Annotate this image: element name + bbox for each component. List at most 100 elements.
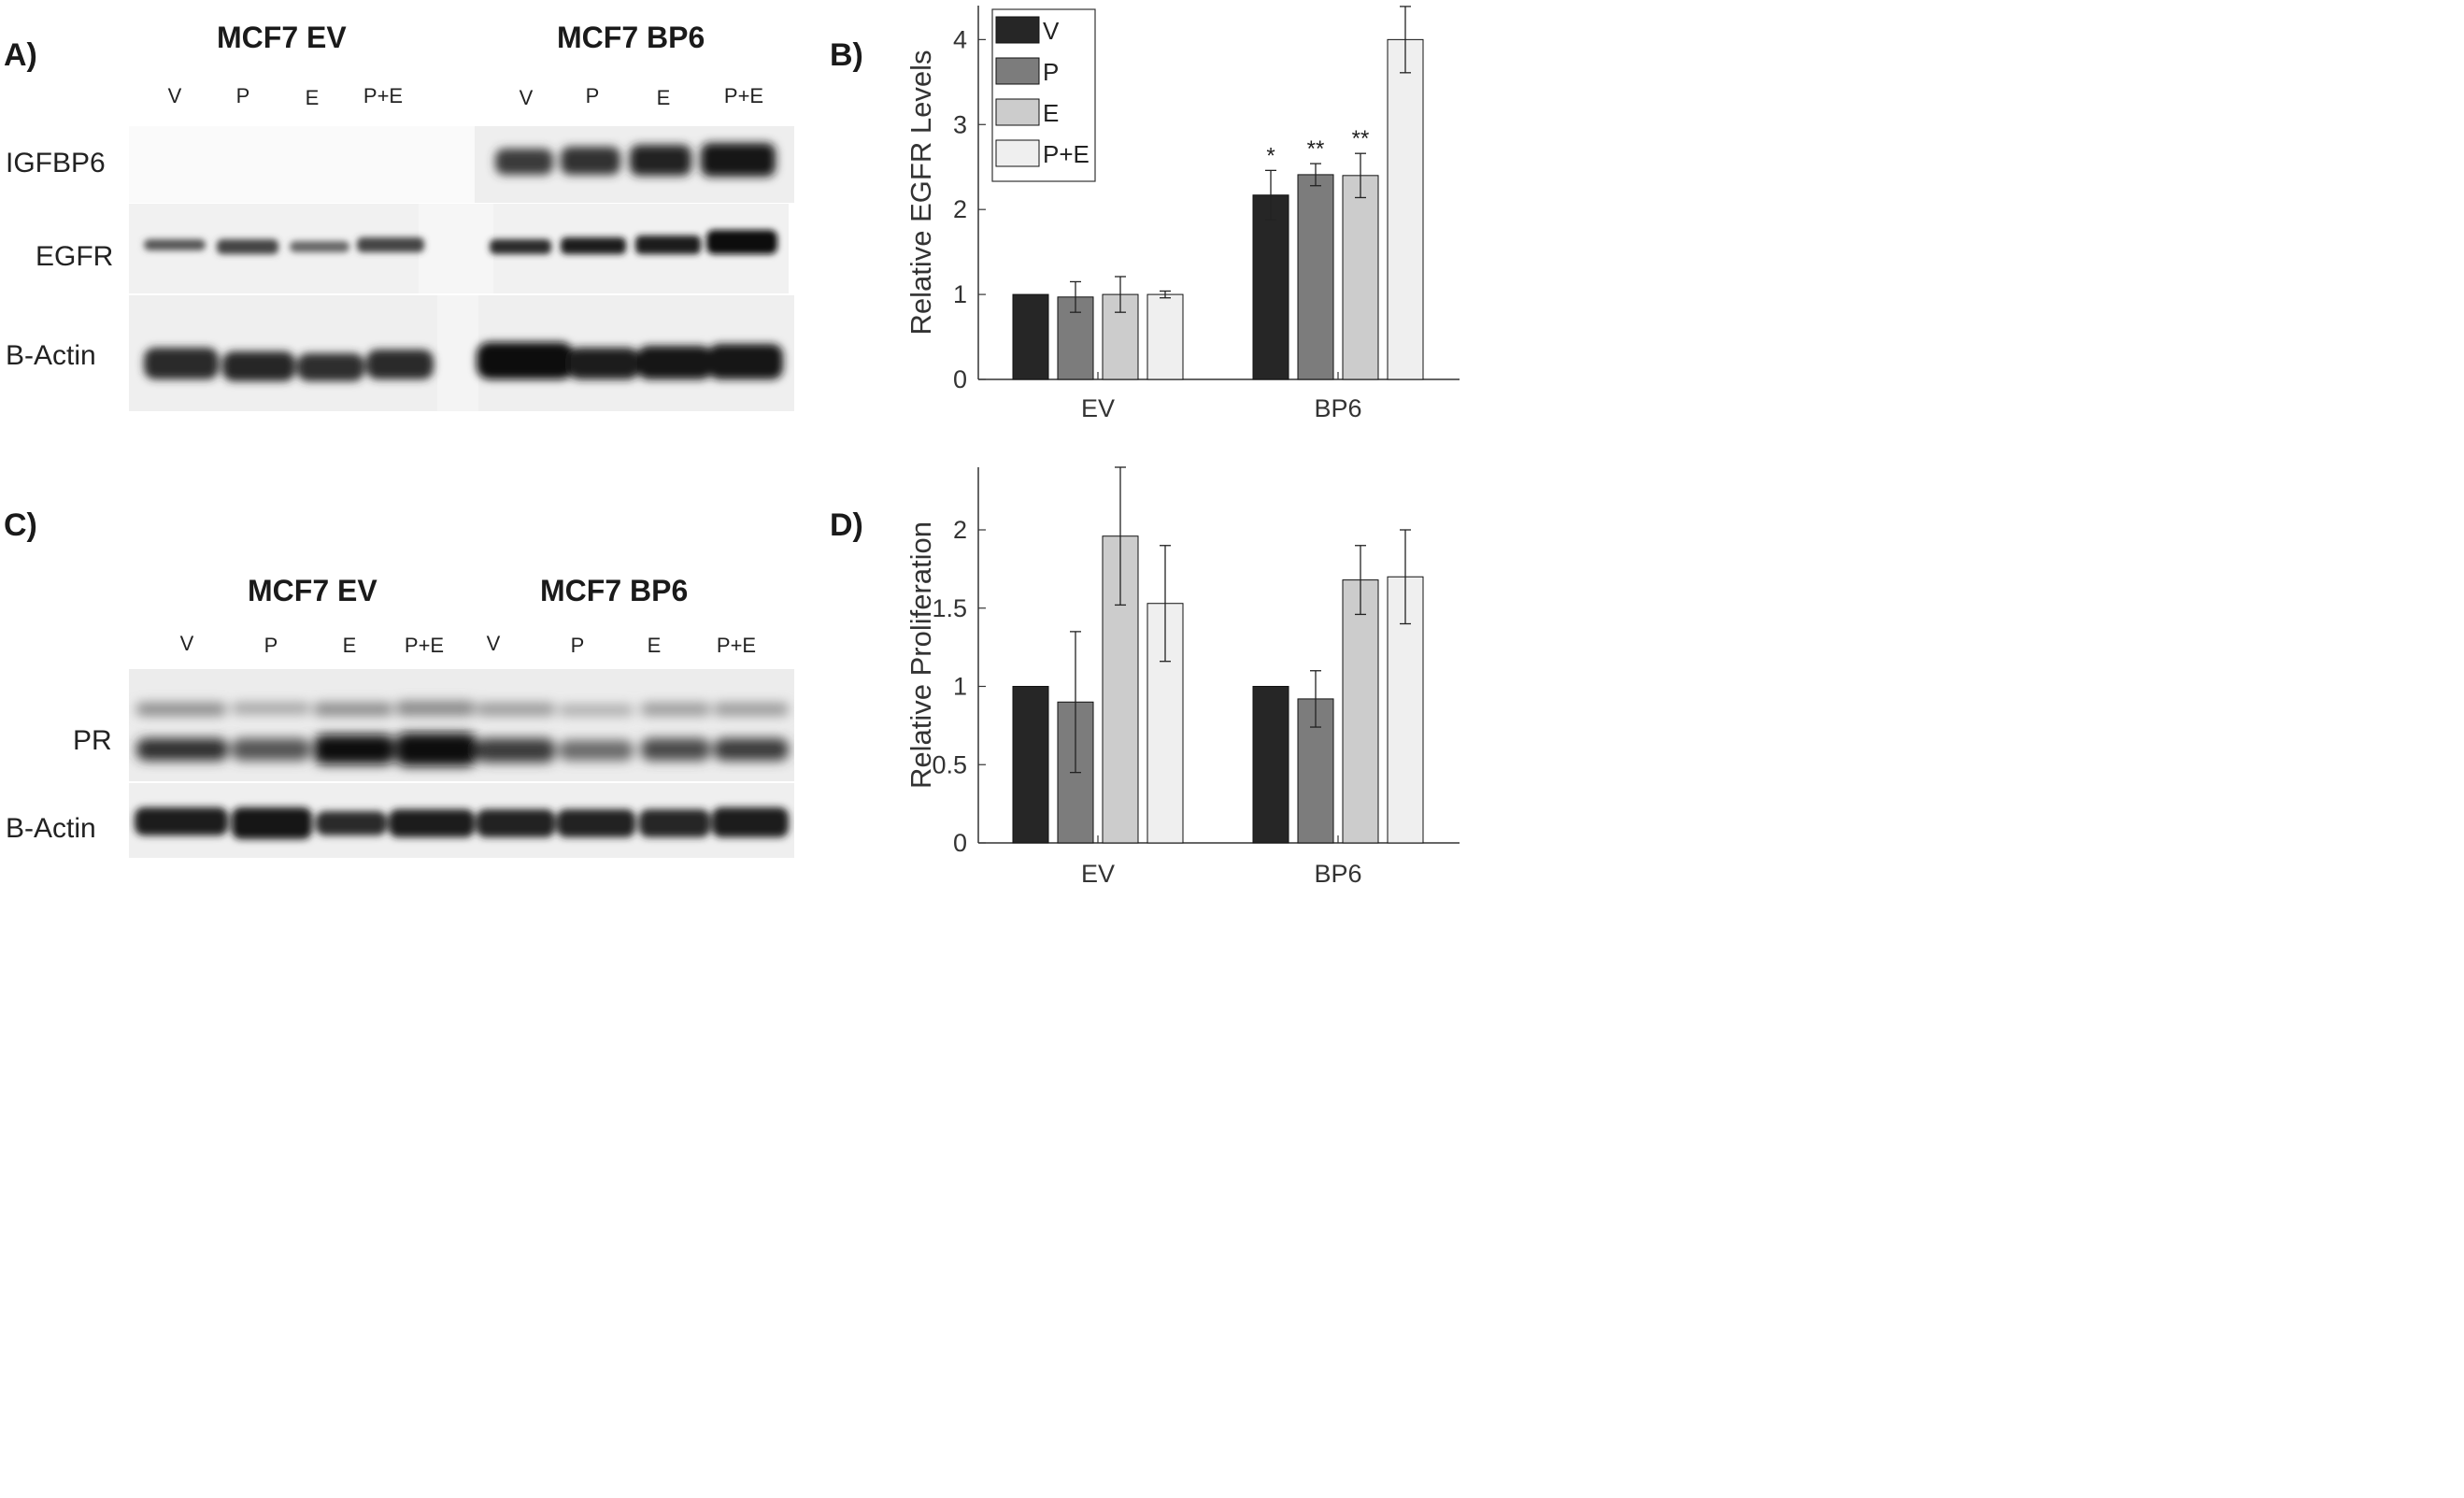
blot-a-lane: V [519,86,534,109]
blot-c-row-label-pr: PR [73,725,112,756]
band [637,346,712,379]
legend-swatch [995,139,1040,167]
y-tick-label: 2 [953,516,967,544]
y-axis-label: Relative Proliferation [904,521,937,789]
band [559,740,634,761]
band [396,733,477,766]
blot-a-lane: E [656,86,671,109]
blot-a-bactin-strip [129,295,794,411]
bar [1252,194,1289,380]
x-tick-label: BP6 [1314,394,1361,422]
band [706,230,777,254]
legend-swatch [995,16,1040,44]
band [557,809,635,837]
blot-a-row-label-igfbp6: IGFBP6 [6,148,106,178]
blot-c-group-ev: MCF7 EV [248,574,377,607]
band [708,344,783,379]
band [712,807,789,837]
x-tick-label: BP6 [1314,860,1361,888]
x-tick-label: EV [1081,394,1115,422]
legend-swatch [995,98,1040,126]
band [357,237,424,252]
band [366,350,434,379]
significance-marker: * [1266,143,1275,168]
y-tick-label: 0 [953,829,967,857]
y-tick-label: 0.5 [932,750,967,778]
legend-label: E [1043,99,1059,127]
blot-c-pr-strip [129,669,794,781]
band [561,147,620,175]
band [297,353,364,381]
band [635,235,701,254]
blot-c-row-label-bactin: B-Actin [6,813,96,844]
panel-label-c: C) [4,507,37,543]
bar [1297,174,1334,380]
band [389,809,475,837]
blot-c-lane: V [486,632,501,655]
y-axis-label: Relative EGFR Levels [904,50,937,335]
blot-a-lane: V [167,84,182,107]
band [144,348,219,379]
band [290,241,349,252]
blot-c-lane: V [179,632,194,655]
blot-a-lane: E [305,86,320,109]
blot-c-group-bp6: MCF7 BP6 [540,574,689,607]
band [639,809,710,837]
panel-label-b: B) [830,37,863,73]
bar [1342,175,1379,380]
band [222,351,295,381]
bar [1012,293,1049,380]
y-tick-label: 1.5 [932,594,967,622]
band [136,738,228,761]
blot-c-lane: E [342,634,357,657]
blot-a-lane: P [585,84,600,107]
blot-a-row-label-bactin: B-Actin [6,340,96,371]
band [701,143,776,177]
significance-marker: *** [1392,0,1418,5]
x-tick-label: EV [1081,860,1115,888]
legend-label: P [1043,58,1059,86]
blot-c-lane: P+E [404,634,445,657]
legend-label: V [1043,17,1060,45]
panel-label-d: D) [830,507,863,543]
band [316,811,387,835]
blot-a-egfr-strip [129,204,789,293]
blot-a-lane: P+E [723,84,764,107]
band [477,342,574,379]
blot-a-lane: P [235,84,250,107]
band [714,738,789,761]
bar [1252,686,1289,844]
band [232,738,310,761]
blot-c-lane: P [263,634,278,657]
panel-label-a: A) [4,37,37,73]
blot-c-bactin-strip [129,783,794,858]
y-tick-label: 2 [953,195,967,223]
blot-c-lane: P+E [716,634,757,657]
y-tick-label: 1 [953,280,967,308]
bar [1147,293,1184,380]
blot-c-lane: P [570,634,585,657]
y-tick-label: 3 [953,110,967,138]
legend-label: P+E [1043,140,1090,168]
significance-marker: ** [1352,126,1370,151]
legend-swatch [995,57,1040,85]
y-tick-label: 0 [953,365,967,393]
band [144,239,206,250]
band [217,239,278,254]
bar [1012,686,1049,844]
blot-a-row-label-egfr: EGFR [36,241,114,272]
blot-a-group-bp6: MCF7 BP6 [557,21,705,54]
bar [1387,38,1424,380]
significance-marker: ** [1307,136,1325,162]
band [630,145,691,176]
band [314,735,394,764]
blot-a-igfbp6-strip [129,126,794,203]
band [490,239,551,254]
band [232,807,312,839]
band [135,807,228,835]
blot-c-lane: E [647,634,662,657]
band [477,738,555,763]
band [641,738,710,761]
band [495,149,553,175]
